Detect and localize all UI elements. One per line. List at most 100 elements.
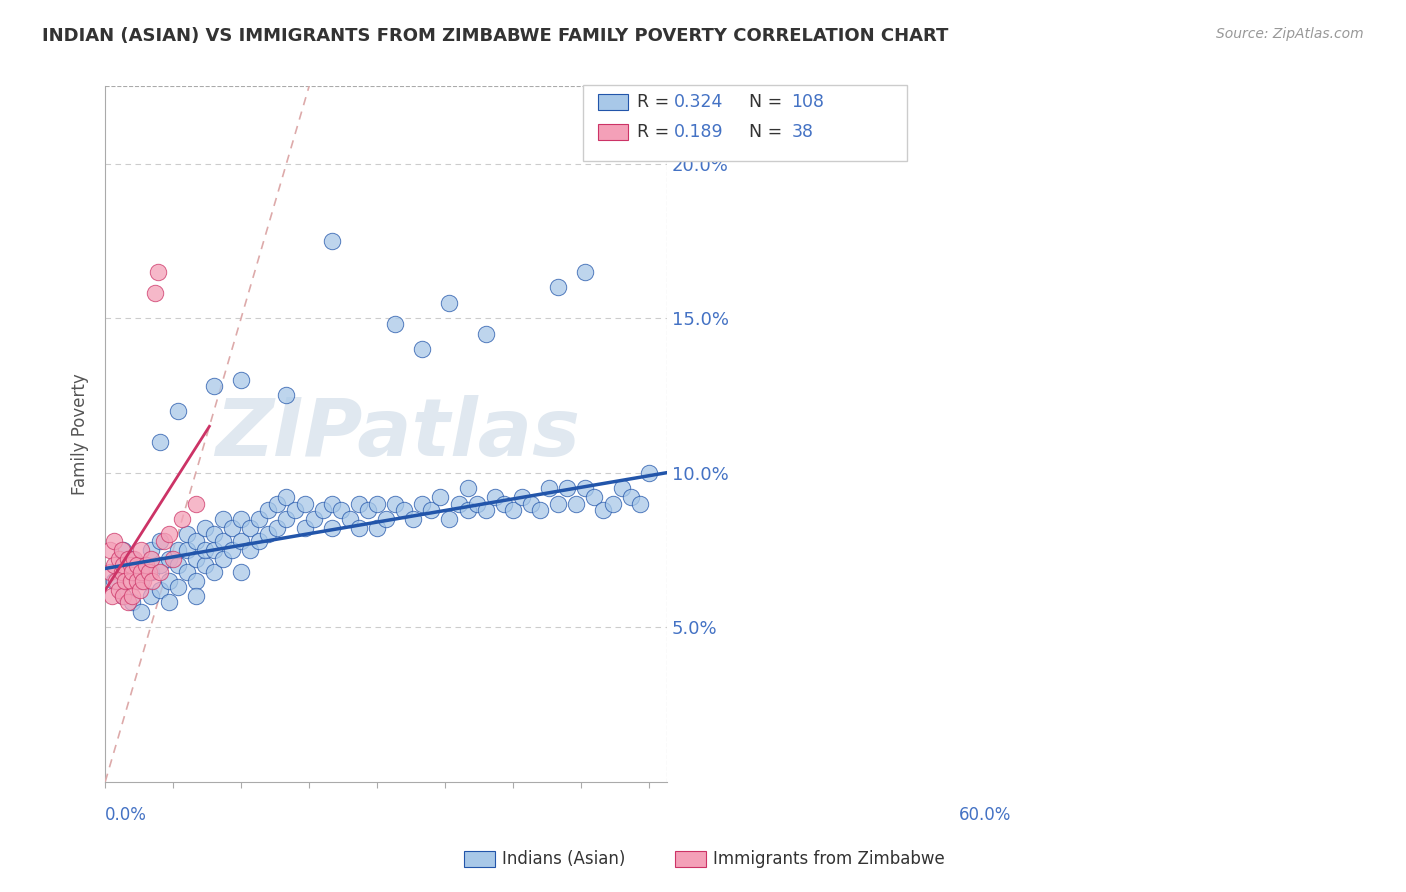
Point — [620, 491, 643, 505]
Point — [492, 497, 515, 511]
Point — [229, 565, 252, 579]
Point — [457, 502, 479, 516]
Point — [120, 558, 142, 573]
Point — [257, 527, 280, 541]
Point — [484, 491, 506, 505]
Point — [194, 558, 217, 573]
Point — [402, 512, 425, 526]
Point — [221, 543, 243, 558]
Point — [148, 565, 170, 579]
Point — [411, 342, 433, 356]
Point — [212, 533, 235, 548]
Point — [103, 558, 125, 573]
Point — [122, 552, 145, 566]
Text: N =: N = — [749, 93, 789, 111]
Point — [366, 497, 388, 511]
Point — [141, 574, 163, 588]
Point — [266, 521, 288, 535]
Y-axis label: Family Poverty: Family Poverty — [72, 373, 89, 495]
Point — [574, 481, 596, 495]
Point — [392, 502, 415, 516]
Text: 0.189: 0.189 — [673, 123, 723, 141]
Text: Immigrants from Zimbabwe: Immigrants from Zimbabwe — [713, 850, 945, 868]
Point — [184, 574, 207, 588]
Point — [103, 533, 125, 548]
Point — [247, 512, 270, 526]
Point — [384, 497, 406, 511]
Point — [465, 497, 488, 511]
Point — [229, 512, 252, 526]
Point — [125, 558, 148, 573]
Point — [202, 543, 225, 558]
Point — [329, 502, 352, 516]
Point — [439, 512, 461, 526]
Point — [457, 481, 479, 495]
Point — [194, 543, 217, 558]
Point — [266, 497, 288, 511]
Point — [157, 527, 180, 541]
Text: R =: R = — [637, 93, 675, 111]
Point — [547, 280, 569, 294]
Point — [510, 491, 533, 505]
Point — [321, 497, 343, 511]
Point — [176, 527, 198, 541]
Point — [184, 589, 207, 603]
Point — [148, 533, 170, 548]
Point — [339, 512, 361, 526]
Point — [429, 491, 451, 505]
Point — [184, 533, 207, 548]
Point — [112, 589, 135, 603]
Point — [139, 589, 162, 603]
Text: ZIPatlas: ZIPatlas — [215, 395, 579, 473]
Point — [139, 543, 162, 558]
Point — [311, 502, 333, 516]
Point — [117, 595, 139, 609]
Point — [229, 533, 252, 548]
Point — [384, 318, 406, 332]
Point — [114, 574, 136, 588]
Point — [110, 543, 132, 558]
Point — [148, 558, 170, 573]
Point — [474, 502, 496, 516]
Point — [121, 589, 143, 603]
Point — [276, 512, 298, 526]
Point — [212, 512, 235, 526]
Point — [628, 497, 651, 511]
Point — [221, 521, 243, 535]
Point — [132, 574, 155, 588]
Point — [139, 565, 162, 579]
Point — [157, 595, 180, 609]
Text: Indians (Asian): Indians (Asian) — [502, 850, 626, 868]
Point — [294, 497, 316, 511]
Point — [153, 533, 176, 548]
Point — [229, 373, 252, 387]
Point — [121, 565, 143, 579]
Point — [321, 234, 343, 248]
Point — [583, 491, 606, 505]
Point — [138, 565, 160, 579]
Point — [107, 552, 129, 566]
Text: 60.0%: 60.0% — [959, 806, 1011, 824]
Point — [439, 295, 461, 310]
Point — [125, 574, 148, 588]
Point — [321, 521, 343, 535]
Point — [103, 574, 125, 588]
Point — [202, 565, 225, 579]
Point — [212, 552, 235, 566]
Text: 38: 38 — [792, 123, 814, 141]
Point — [474, 326, 496, 341]
Point — [610, 481, 633, 495]
Point — [166, 580, 188, 594]
Point — [120, 574, 142, 588]
Point — [101, 589, 124, 603]
Text: 108: 108 — [792, 93, 824, 111]
Point — [555, 481, 578, 495]
Point — [202, 379, 225, 393]
Point — [366, 521, 388, 535]
Point — [98, 565, 121, 579]
Point — [347, 521, 370, 535]
Point — [520, 497, 543, 511]
Point — [143, 286, 166, 301]
Point — [162, 552, 184, 566]
Text: Source: ZipAtlas.com: Source: ZipAtlas.com — [1216, 27, 1364, 41]
